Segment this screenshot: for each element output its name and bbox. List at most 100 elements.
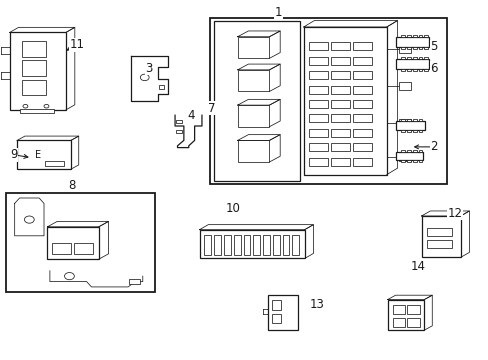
Bar [330, 143, 349, 151]
Bar [392, 305, 404, 314]
Bar [412, 47, 416, 49]
Bar [412, 150, 416, 152]
Bar [330, 114, 349, 122]
Bar [352, 71, 371, 79]
Bar [407, 318, 419, 327]
Bar [17, 140, 71, 169]
Bar [330, 71, 349, 79]
Bar [418, 130, 422, 132]
Bar [129, 279, 140, 284]
Bar [418, 57, 422, 59]
Bar [400, 35, 404, 37]
Text: 1: 1 [274, 6, 282, 19]
Bar [352, 100, 371, 108]
Bar [400, 47, 404, 49]
Bar [352, 42, 371, 50]
Bar [427, 228, 451, 236]
Bar [352, 114, 371, 122]
Bar [406, 57, 410, 59]
Bar [330, 57, 349, 65]
Bar [210, 18, 447, 184]
Bar [199, 230, 304, 258]
Bar [308, 158, 327, 166]
Bar [424, 69, 427, 71]
Bar [412, 130, 416, 132]
Bar [176, 120, 182, 123]
Bar [352, 129, 371, 137]
Bar [267, 295, 298, 330]
Bar [418, 160, 422, 162]
Bar [263, 235, 269, 255]
Bar [159, 85, 164, 89]
Bar [271, 300, 280, 310]
Bar [10, 32, 66, 110]
Text: 2: 2 [429, 140, 437, 153]
Text: 7: 7 [208, 102, 216, 114]
Bar [176, 130, 182, 133]
Bar [395, 59, 428, 69]
Text: 12: 12 [447, 207, 461, 220]
Bar [272, 235, 279, 255]
Text: E: E [35, 150, 41, 160]
Bar [398, 45, 410, 54]
Bar [418, 35, 422, 37]
Bar [395, 37, 428, 47]
Text: 8: 8 [68, 179, 76, 192]
Bar [352, 57, 371, 65]
Bar [418, 69, 422, 71]
Bar [406, 119, 410, 121]
Bar [237, 70, 269, 91]
Bar [308, 143, 327, 151]
Bar [412, 57, 416, 59]
Bar [406, 130, 410, 132]
Bar [330, 100, 349, 108]
Text: 5: 5 [429, 40, 437, 53]
Bar [412, 119, 416, 121]
Bar [400, 150, 404, 152]
Bar [308, 114, 327, 122]
Bar [214, 21, 299, 181]
Text: 9: 9 [10, 148, 18, 161]
Bar [387, 300, 424, 330]
Bar [406, 35, 410, 37]
Bar [424, 35, 427, 37]
Bar [20, 109, 54, 113]
Bar [253, 235, 260, 255]
Bar [424, 47, 427, 49]
Bar [406, 160, 410, 162]
Bar [214, 235, 221, 255]
Bar [271, 314, 280, 323]
Bar [74, 243, 93, 254]
Bar [352, 158, 371, 166]
Bar [47, 227, 99, 259]
Bar [330, 129, 349, 137]
Bar [407, 305, 419, 314]
Bar [22, 60, 46, 76]
Bar [282, 235, 289, 255]
Bar [45, 161, 64, 166]
Bar [400, 119, 404, 121]
Bar [418, 150, 422, 152]
Text: 11: 11 [70, 39, 84, 51]
Bar [400, 160, 404, 162]
Bar [412, 35, 416, 37]
Bar [292, 235, 299, 255]
Bar [424, 57, 427, 59]
Bar [224, 235, 230, 255]
Bar [427, 240, 451, 248]
Text: 3: 3 [145, 62, 153, 75]
Bar [406, 47, 410, 49]
Bar [308, 86, 327, 94]
Bar [308, 57, 327, 65]
Bar [392, 318, 404, 327]
Bar [406, 69, 410, 71]
Bar [303, 27, 386, 175]
Bar [6, 193, 155, 292]
Bar [330, 42, 349, 50]
Bar [237, 105, 269, 127]
Text: 14: 14 [410, 260, 425, 273]
Bar [412, 69, 416, 71]
Bar [22, 41, 46, 57]
Bar [406, 150, 410, 152]
Bar [352, 143, 371, 151]
